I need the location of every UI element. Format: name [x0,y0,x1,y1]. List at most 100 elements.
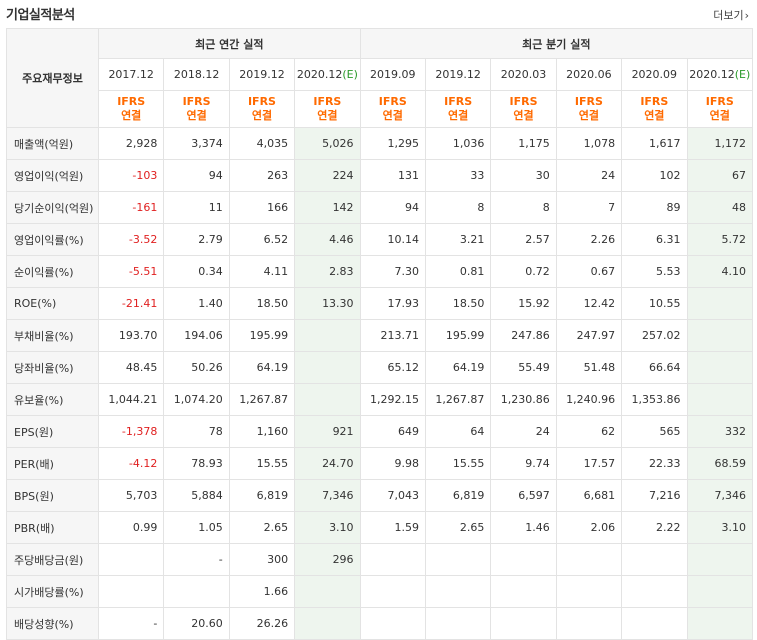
basis-standard: IFRS [182,95,211,108]
period-label: 2020.12 [689,68,735,81]
basis-header: IFRS 연결 [359,90,426,128]
basis-header: IFRS 연결 [228,90,296,128]
table-cell [424,575,492,608]
table-cell: 2.22 [621,511,688,544]
table-cell: 6,597 [490,479,557,512]
table-cell: 94 [359,191,426,224]
table-cell: 1.40 [163,287,230,320]
table-cell: 3.10 [294,511,361,544]
table-cell: 33 [424,159,492,192]
group-quarter: 최근 분기 실적 [359,28,754,59]
basis-scope: 연결 [578,109,600,122]
estimate-mark: (E) [734,68,751,81]
period-label: 2020.06 [566,68,612,81]
section-title: 기업실적분석 [6,8,75,23]
table-cell: -3.52 [97,223,165,256]
basis-scope: 연결 [186,109,207,122]
group-annual: 최근 연간 실적 [98,28,361,59]
table-cell: 300 [228,543,296,576]
table-cell: 565 [621,415,688,448]
table-cell: 1,292.15 [359,383,426,416]
table-row: 순이익률(%) -5.51 0.34 4.11 2.83 7.30 0.81 0.72 0.67… [6,255,754,288]
table-cell: 1.46 [490,511,557,544]
row-label: 당좌비율(%) [6,351,99,384]
chevron-right-icon: › [744,9,749,22]
basis-standard: IFRS [378,95,407,108]
table-cell: 62 [555,415,623,448]
table-cell: 11 [163,191,230,224]
table-cell: 2,928 [97,127,165,160]
table-cell [686,383,754,416]
table-cell: 64.19 [424,351,492,384]
basis-standard: IFRS [117,95,146,108]
table-cell: 24 [490,415,557,448]
table-cell: - [163,543,230,576]
row-label: 배당성향(%) [6,607,99,640]
table-cell [163,575,230,608]
basis-header: IFRS 연결 [555,90,623,128]
table-cell [359,575,426,608]
basis-scope: 연결 [709,109,730,122]
table-cell: 2.06 [555,511,623,544]
table-cell: 7.30 [359,255,426,288]
row-header-label: 주요재무정보 [6,28,99,128]
table-cell: 193.70 [97,319,165,352]
table-row: EPS(원) -1,378 78 1,160 921 649 64 24 62 565 332 [6,415,754,448]
table-cell: 1,074.20 [163,383,230,416]
table-cell: 6.52 [228,223,296,256]
table-cell [294,351,361,384]
table-cell [359,607,426,640]
period-header: 2017.12 [97,58,165,91]
table-cell: 66.64 [621,351,688,384]
table-cell [424,543,492,576]
table-cell: 195.99 [424,319,492,352]
table-cell: 13.30 [294,287,361,320]
basis-scope: 연결 [448,109,469,122]
period-header: 2020.12(E) [686,58,754,91]
table-cell: 7,346 [294,479,361,512]
table-cell: 5,703 [97,479,165,512]
table-cell: 12.42 [555,287,623,320]
period-header: 2020.06 [555,58,623,91]
table-cell [555,607,623,640]
table-cell [294,575,361,608]
table-cell: -5.51 [97,255,165,288]
period-label: 2019.09 [370,68,416,81]
table-cell: 18.50 [228,287,296,320]
table-cell: 257.02 [621,319,688,352]
table-cell [490,575,557,608]
table-cell: 7,043 [359,479,426,512]
table-cell: 8 [490,191,557,224]
more-link[interactable]: 더보기› [713,7,749,23]
table-cell [686,607,754,640]
table-row: 당기순이익(억원) -161 11 166 142 94 8 8 7 89 48 [6,191,754,224]
table-cell: 4,035 [228,127,296,160]
table-cell: 1,353.86 [621,383,688,416]
table-cell [555,575,623,608]
period-label: 2020.03 [500,68,547,81]
period-label: 2018.12 [173,68,220,81]
table-cell: 89 [621,191,688,224]
table-cell: 0.99 [97,511,165,544]
table-row: 유보율(%) 1,044.21 1,074.20 1,267.87 1,292.15 1,… [6,383,754,416]
table-cell: 10.14 [359,223,426,256]
period-header: 2020.03 [490,58,557,91]
basis-standard: IFRS [509,95,538,108]
basis-scope: 연결 [251,109,273,122]
estimate-mark: (E) [342,68,358,81]
table-cell [490,543,557,576]
table-cell [424,607,492,640]
table-row: 영업이익(억원) -103 94 263 224 131 33 30 24 102 67 [6,159,754,192]
table-cell: 332 [686,415,754,448]
table-cell: 10.55 [621,287,688,320]
more-label: 더보기 [713,9,744,22]
basis-header: IFRS 연결 [163,90,230,128]
table-cell: 64 [424,415,492,448]
basis-scope: 연결 [121,109,142,122]
period-header: 2020.12(E) [294,58,361,91]
table-cell: 78.93 [163,447,230,480]
table-cell: 247.86 [490,319,557,352]
row-label: 영업이익률(%) [6,223,99,256]
table-cell: 94 [163,159,230,192]
table-cell: 68.59 [686,447,754,480]
